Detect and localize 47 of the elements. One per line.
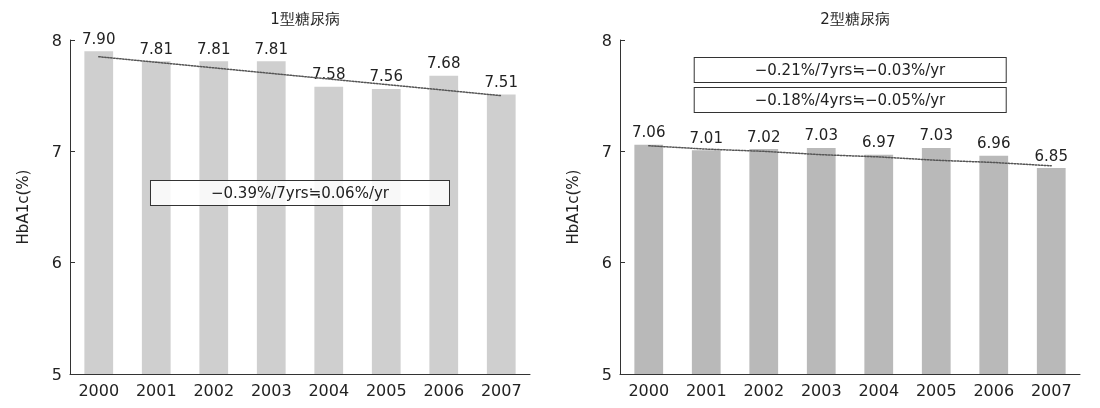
x-tick-label: 2001 <box>685 380 727 400</box>
chart-title: 2型糖尿病 <box>820 9 890 28</box>
annotation: −0.39%/7yrs≒0.06%/yr <box>210 184 390 203</box>
y-tick-label: 5 <box>51 364 62 384</box>
data-label: 7.51 <box>484 73 518 92</box>
annotation: −0.21%/7yrs≒−0.03%/yr <box>754 60 946 79</box>
x-tick-label: 2005 <box>915 380 957 400</box>
x-tick-label: 2000 <box>628 380 670 400</box>
data-label: 7.02 <box>747 127 781 146</box>
y-tick-label: 8 <box>51 30 62 50</box>
y-axis-title: HbA1c(%) <box>563 169 582 245</box>
x-tick-label: 2001 <box>135 380 177 400</box>
x-tick-label: 2002 <box>193 380 235 400</box>
data-label: 7.81 <box>254 39 288 58</box>
data-label: 7.58 <box>312 65 346 84</box>
x-tick-label: 2004 <box>858 380 900 400</box>
data-label: 7.81 <box>197 39 231 58</box>
data-label: 7.56 <box>369 67 403 86</box>
chart-title: 1型糖尿病 <box>270 9 340 28</box>
x-tick-label: 2006 <box>423 380 465 400</box>
x-tick-label: 2003 <box>800 380 842 400</box>
data-label: 6.97 <box>862 133 896 152</box>
annotation: −0.18%/4yrs≒−0.05%/yr <box>754 90 946 109</box>
data-label: 7.06 <box>632 123 666 142</box>
y-tick-label: 7 <box>51 141 62 161</box>
x-tick-label: 2007 <box>1030 380 1072 400</box>
data-label: 6.96 <box>977 134 1011 153</box>
y-tick-label: 6 <box>601 253 612 273</box>
x-tick-label: 2007 <box>480 380 522 400</box>
data-label: 7.81 <box>139 39 173 58</box>
data-label: 7.03 <box>919 126 953 145</box>
data-label: 7.68 <box>427 54 461 73</box>
y-axis-title: HbA1c(%) <box>13 169 32 245</box>
x-tick-label: 2002 <box>743 380 785 400</box>
y-tick-label: 8 <box>601 30 612 50</box>
x-tick-label: 2000 <box>78 380 120 400</box>
data-label: 7.01 <box>689 128 723 147</box>
y-tick-label: 5 <box>601 364 612 384</box>
y-tick-label: 7 <box>601 141 612 161</box>
x-tick-label: 2005 <box>365 380 407 400</box>
y-tick-label: 6 <box>51 253 62 273</box>
data-label: 6.85 <box>1034 146 1068 165</box>
data-label: 7.03 <box>804 126 838 145</box>
x-tick-label: 2006 <box>973 380 1015 400</box>
data-label: 7.90 <box>82 29 116 48</box>
x-tick-label: 2004 <box>308 380 350 400</box>
x-tick-label: 2003 <box>250 380 292 400</box>
